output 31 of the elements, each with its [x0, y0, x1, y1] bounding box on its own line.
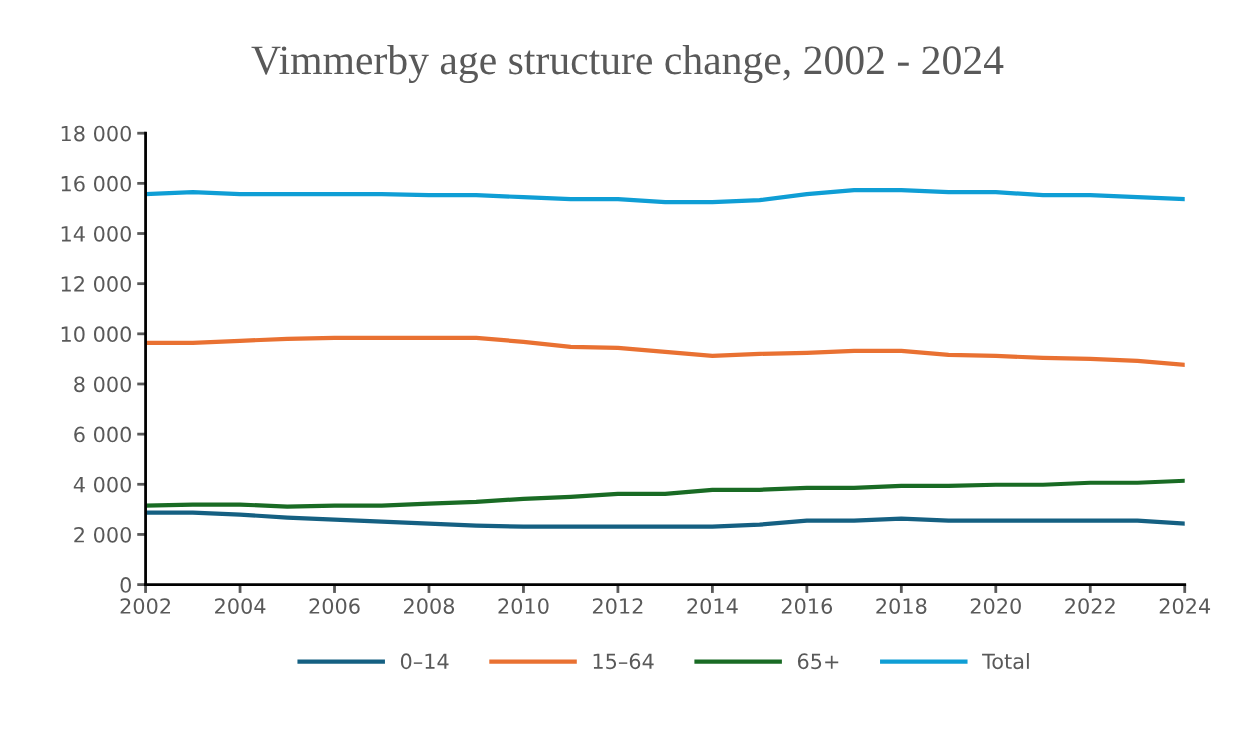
x-tick-label: 2004 — [215, 598, 266, 614]
x-tick-label: 2002 — [120, 598, 170, 614]
y-tick-label: 6 000 — [74, 426, 131, 443]
line-series — [145, 510, 1185, 529]
legend-label: Total — [982, 653, 1029, 670]
y-tick-label: 2 000 — [74, 526, 131, 543]
x-tick-label: 2022 — [1065, 598, 1115, 614]
x-tick-label: 2016 — [781, 598, 833, 614]
x-tick-label: 2020 — [970, 598, 1021, 614]
x-tick-label: 2024 — [1159, 598, 1211, 614]
legend-label: 15–64 — [593, 653, 654, 670]
y-tick-label: 16 000 — [61, 175, 131, 192]
line-series — [145, 188, 1185, 205]
x-tick-label: 2018 — [876, 598, 927, 614]
x-tick-label: 2012 — [592, 598, 643, 614]
y-tick-label: 18 000 — [61, 125, 131, 142]
chart-title: Vimmerby age structure change, 2002 - 2024 — [251, 45, 1004, 83]
legend-label: 65+ — [797, 653, 839, 670]
x-tick-label: 2010 — [498, 598, 549, 614]
y-tick-label: 10 000 — [61, 326, 131, 343]
y-tick-label: 8 000 — [74, 376, 131, 393]
y-tick-label: 12 000 — [61, 276, 131, 292]
x-tick-label: 2006 — [309, 598, 360, 614]
x-tick-label: 2008 — [404, 598, 455, 614]
x-tick-label: 2014 — [687, 598, 738, 614]
y-tick-label: 14 000 — [61, 225, 131, 242]
line-series — [145, 478, 1185, 509]
line-series — [145, 335, 1185, 368]
y-tick-label: 4 000 — [73, 476, 131, 493]
y-tick-label: 0 — [120, 577, 131, 593]
legend-label: 0–14 — [400, 653, 449, 670]
